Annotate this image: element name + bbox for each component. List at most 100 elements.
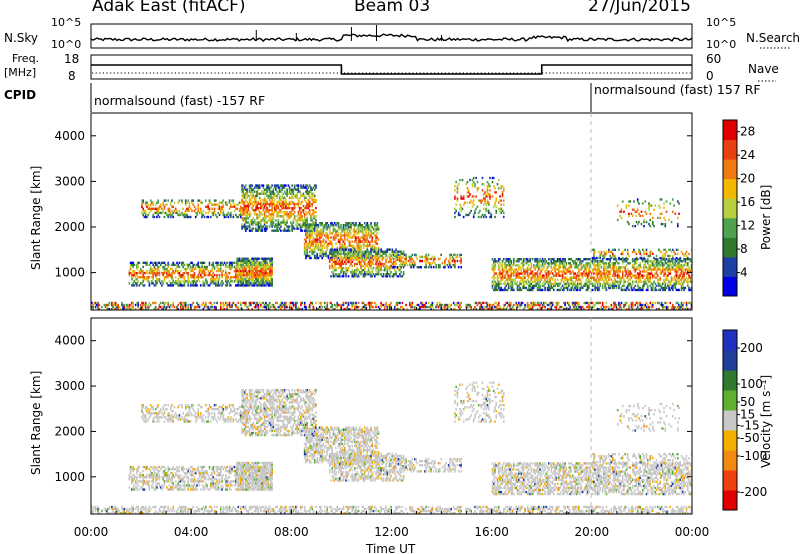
power-cell (252, 221, 255, 224)
power-cell (362, 238, 365, 241)
power-cell (166, 273, 168, 277)
power-cell (636, 284, 639, 288)
power-cell (246, 265, 248, 269)
power-cell (555, 260, 558, 263)
power-cell (397, 266, 400, 270)
power-cell (203, 269, 206, 273)
power-cell (241, 263, 243, 267)
power-cell (505, 284, 508, 288)
power-cell (242, 188, 245, 191)
power-cell (206, 215, 208, 219)
power-cell (328, 266, 331, 270)
power-cell (467, 191, 470, 194)
power-cell (355, 236, 357, 239)
power-cell (386, 248, 389, 251)
power-cell (355, 254, 357, 257)
power-cell (613, 276, 615, 279)
power-cell (132, 273, 134, 277)
power-cell (397, 275, 400, 278)
power-cell (268, 257, 271, 260)
power-cell (367, 234, 370, 237)
power-cell (643, 284, 645, 288)
power-cell (187, 280, 190, 283)
power-cell (234, 269, 237, 273)
power-cell (189, 269, 192, 273)
power-cell (164, 203, 167, 206)
power-cell (410, 265, 412, 269)
power-cell (255, 208, 257, 212)
power-cell (148, 282, 151, 285)
power-cell (487, 203, 490, 206)
power-cell (331, 271, 334, 274)
power-cell (511, 286, 514, 290)
power-cell (467, 189, 470, 192)
power-cell (614, 248, 617, 252)
power-cell (312, 217, 315, 220)
power-cell (517, 288, 520, 292)
power-cell (276, 227, 278, 230)
power-cell (507, 282, 510, 285)
power-cell (242, 269, 245, 273)
power-cell (656, 268, 659, 271)
power-cell (256, 202, 258, 206)
power-cell (591, 276, 594, 279)
power-cell (492, 288, 495, 292)
power-cell (370, 246, 372, 249)
power-cell (610, 256, 613, 260)
power-cell (494, 280, 496, 283)
power-cell (497, 264, 500, 267)
power-cell (316, 238, 319, 241)
power-cell (315, 219, 317, 222)
power-cell (370, 271, 372, 274)
power-cell (611, 284, 614, 288)
power-cell (646, 276, 649, 279)
power-cell (218, 205, 221, 208)
power-cell (532, 274, 535, 277)
power-cell (583, 264, 585, 267)
power-cell (342, 240, 345, 243)
power-cell (162, 282, 165, 285)
power-cell (580, 282, 583, 285)
power-cell (241, 282, 243, 285)
power-cell (139, 276, 142, 279)
power-cell (401, 261, 404, 265)
power-cell (163, 215, 166, 219)
power-cell (673, 268, 675, 271)
power-cell (265, 229, 267, 232)
power-cell (641, 276, 644, 279)
power-cell (243, 196, 246, 200)
power-cell (227, 265, 230, 269)
power-cell (355, 221, 357, 225)
power-cell (177, 201, 180, 204)
power-cell (194, 267, 197, 271)
power-cell (152, 276, 154, 279)
power-cell (599, 256, 601, 260)
power-cell (486, 191, 489, 194)
power-cell (295, 196, 297, 200)
power-cell (336, 275, 339, 278)
power-cell (675, 282, 678, 285)
power-cell (556, 284, 559, 288)
power-cell (561, 260, 564, 263)
power-cell (396, 254, 399, 257)
power-cell (550, 264, 553, 267)
power-cell (628, 254, 630, 258)
power-cell (494, 258, 496, 261)
power-cell (144, 263, 147, 267)
power-cell (585, 272, 588, 275)
power-cell (326, 234, 329, 237)
power-cell (618, 256, 620, 260)
power-cell (348, 230, 351, 233)
power-cell (346, 266, 349, 270)
power-cell (258, 280, 261, 283)
power-cell (237, 203, 240, 206)
power-cell (253, 261, 256, 265)
power-cell (512, 272, 515, 275)
power-cell (271, 225, 273, 228)
power-cell (665, 274, 668, 277)
power-cell (621, 270, 624, 273)
power-cell (201, 276, 203, 279)
power-cell (502, 203, 505, 206)
power-cell (237, 271, 240, 275)
power-cell (361, 230, 364, 233)
